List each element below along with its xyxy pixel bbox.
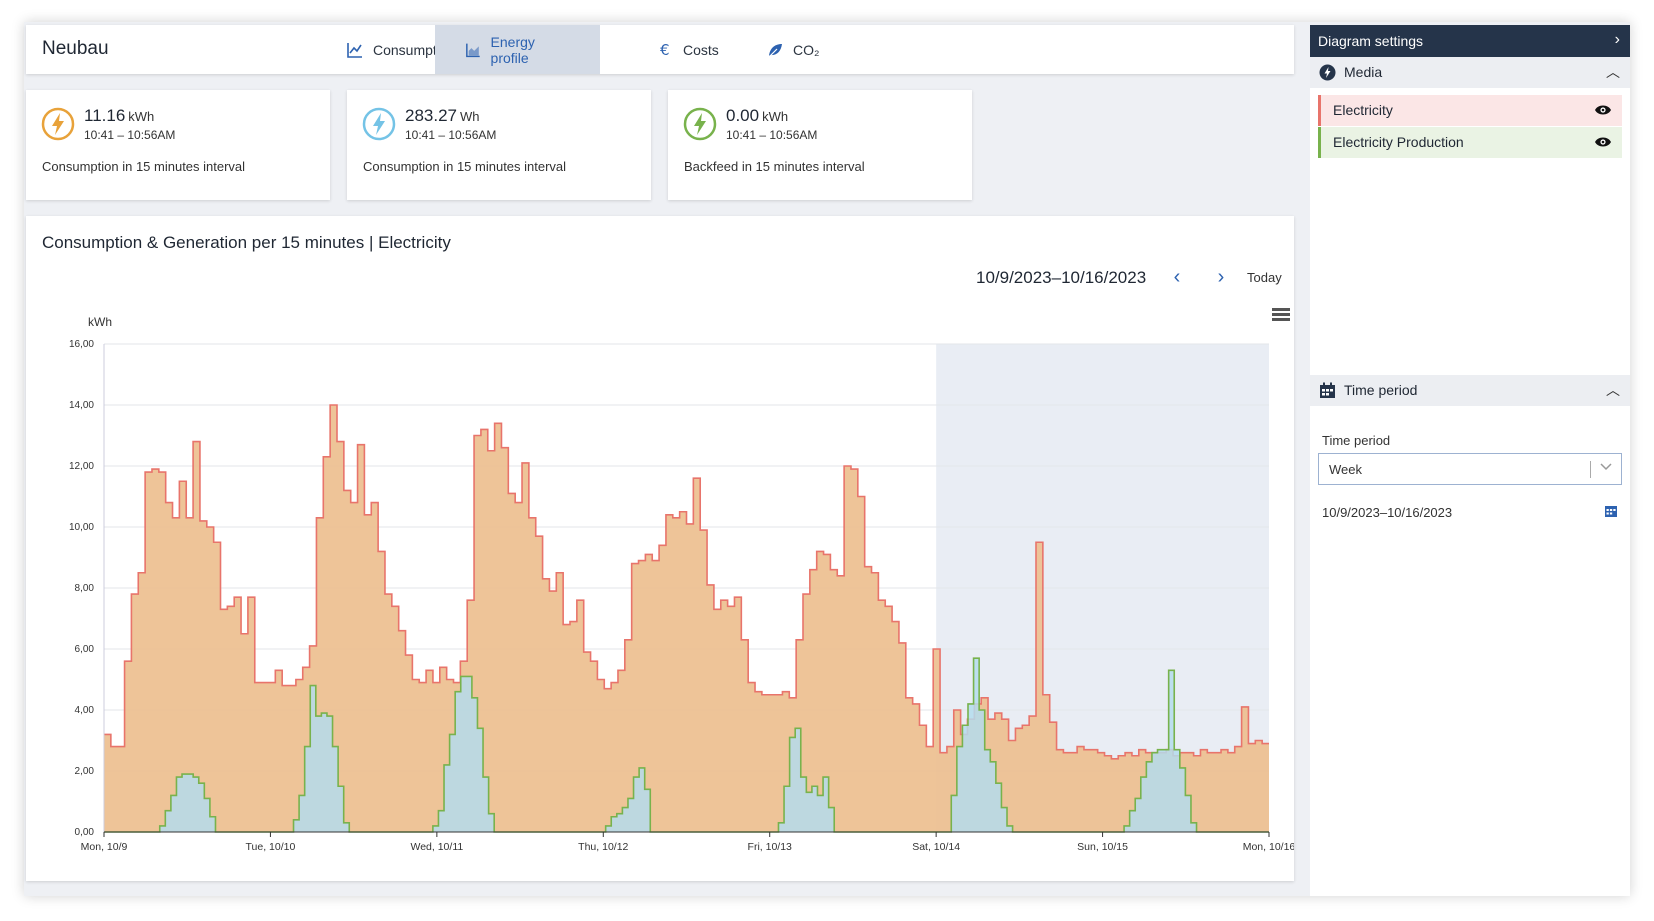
series-area-production [104, 658, 1269, 832]
today-button[interactable]: Today [1247, 270, 1282, 285]
y-tick-label: 0,00 [75, 827, 95, 838]
lightning-icon [683, 107, 717, 141]
y-tick-label: 4,00 [75, 705, 95, 716]
calendar-icon [1320, 382, 1335, 398]
y-tick-label: 12,00 [69, 461, 94, 472]
kpi-card-backfeed: 0.00 kWh 10:41 – 10:56AM Backfeed in 15 m… [668, 90, 972, 200]
power-icon [1319, 64, 1336, 81]
chart-title: Consumption & Generation per 15 minutes … [42, 233, 451, 252]
tab-costs[interactable]: € Costs [626, 25, 749, 74]
kpi-time: 10:41 – 10:56AM [84, 128, 176, 142]
chevron-right-icon[interactable]: › [1614, 31, 1620, 48]
tab-label: Costs [683, 41, 719, 58]
tab-co2[interactable]: CO₂ [736, 25, 849, 74]
kpi-time: 10:41 – 10:56AM [726, 128, 818, 142]
leaf-icon [768, 43, 782, 57]
svg-text:€: € [660, 41, 670, 59]
tab-label: CO₂ [793, 41, 820, 58]
next-period-button[interactable]: › [1217, 266, 1225, 288]
media-item-electricity[interactable]: Electricity [1318, 95, 1622, 126]
x-tick-label: Fri, 10/13 [748, 841, 793, 853]
media-item-label: Electricity [1333, 102, 1393, 118]
time-period-section-header[interactable]: Time period ︿ [1310, 375, 1630, 406]
euro-icon: € [660, 41, 670, 59]
kpi-description: Backfeed in 15 minutes interval [684, 159, 865, 174]
chart-menu-icon[interactable] [1272, 308, 1290, 322]
chart-panel: Consumption & Generation per 15 minutes … [26, 216, 1294, 881]
tab-energy-profile[interactable]: Energy profile [435, 25, 600, 74]
lightning-icon [362, 107, 396, 141]
kpi-card-consumption: 11.16 kWh 10:41 – 10:56AM Consumption in … [26, 90, 330, 200]
chevron-down-icon[interactable] [1599, 459, 1613, 473]
chevron-up-icon[interactable]: ︿ [1606, 64, 1620, 80]
kpi-value: 0.00 kWh [726, 106, 789, 125]
time-period-label: Time period [1322, 433, 1391, 448]
date-range: 10/9/2023–10/16/2023 [976, 268, 1147, 287]
x-tick-label: Thu, 10/12 [578, 841, 628, 853]
x-tick-label: Mon, 10/9 [81, 841, 128, 853]
area-chart-icon [466, 43, 480, 57]
kpi-value: 283.27 Wh [405, 106, 480, 125]
time-period-title: Time period [1344, 382, 1418, 398]
y-tick-label: 6,00 [75, 644, 95, 655]
x-tick-label: Sun, 10/15 [1077, 841, 1128, 853]
media-item-electricity-production[interactable]: Electricity Production [1318, 127, 1622, 158]
x-tick-label: Wed, 10/11 [410, 841, 463, 853]
diagram-settings-header[interactable]: Diagram settings › [1310, 25, 1630, 57]
kpi-card-consumption-wh: 283.27 Wh 10:41 – 10:56AM Consumption in … [347, 90, 651, 200]
y-tick-label: 8,00 [75, 583, 95, 594]
media-item-label: Electricity Production [1333, 134, 1464, 150]
tab-consumption[interactable]: Consumption [316, 25, 486, 74]
period-range-text: 10/9/2023–10/16/2023 [1322, 505, 1453, 520]
y-axis-label: kWh [88, 315, 112, 329]
kpi-description: Consumption in 15 minutes interval [42, 159, 246, 174]
lightning-icon [41, 107, 75, 141]
kpi-description: Consumption in 15 minutes interval [363, 159, 567, 174]
line-chart-icon [347, 42, 362, 58]
series-line-electricity [104, 404, 1269, 760]
tab-label: Energy profile [490, 33, 535, 66]
time-period-select[interactable]: Week [1318, 453, 1622, 485]
chevron-up-icon[interactable]: ︿ [1606, 382, 1620, 398]
y-tick-label: 2,00 [75, 766, 95, 777]
energy-profile-chart: 0,00 2,00 4,00 6,00 8,00 10,00 12,00 14,00 16,00… [69, 315, 1294, 853]
diagram-settings-title: Diagram settings [1318, 33, 1424, 49]
x-tick-label: Sat, 10/14 [912, 841, 960, 853]
y-tick-label: 10,00 [69, 522, 94, 533]
page-title: Neubau [42, 38, 109, 59]
top-bar: Neubau Consumption Energy profile € Cost… [26, 25, 1294, 74]
media-section-header[interactable]: Media ︿ [1310, 57, 1630, 88]
y-tick-label: 14,00 [69, 400, 94, 411]
kpi-value: 11.16 kWh [84, 106, 155, 125]
media-title: Media [1344, 64, 1383, 80]
diagram-settings-panel: Diagram settings › Media ︿ Electricity E… [1310, 25, 1630, 896]
y-tick-label: 16,00 [69, 339, 94, 350]
time-period-selected: Week [1329, 462, 1362, 477]
prev-period-button[interactable]: ‹ [1173, 266, 1181, 288]
kpi-time: 10:41 – 10:56AM [405, 128, 497, 142]
x-tick-label: Mon, 10/16 [1243, 841, 1294, 853]
tab-label: Consumption [373, 41, 456, 58]
x-tick-label: Tue, 10/10 [246, 841, 296, 853]
eye-icon[interactable] [1594, 136, 1612, 148]
eye-icon[interactable] [1594, 104, 1612, 116]
calendar-icon[interactable] [1604, 504, 1618, 518]
